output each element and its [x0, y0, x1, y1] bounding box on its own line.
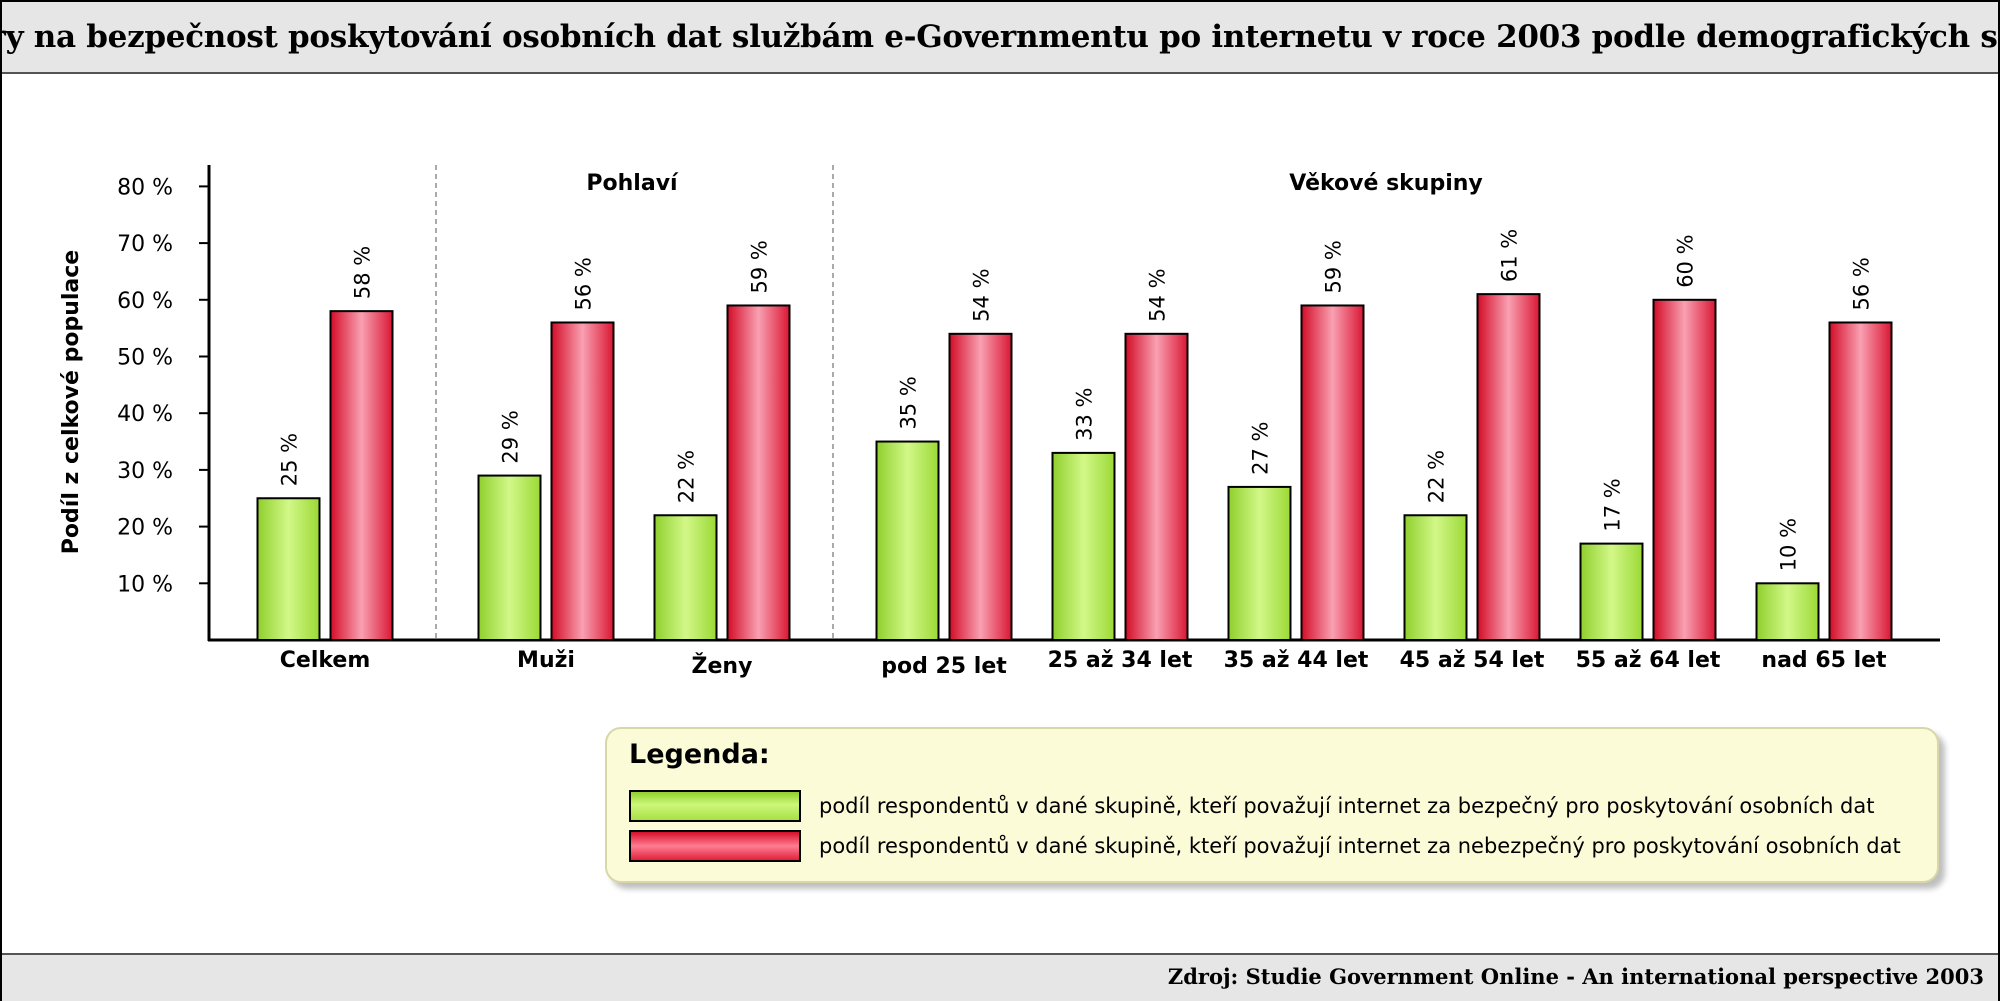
y-tick-label: 10 % — [117, 572, 173, 597]
bar-safe — [653, 514, 718, 642]
bar-safe — [1051, 451, 1116, 642]
data-label: 60 % — [1674, 234, 1698, 287]
y-tick-label: 20 % — [117, 516, 173, 541]
data-label: 33 % — [1073, 388, 1097, 441]
data-label: 59 % — [748, 240, 772, 293]
bar-safe — [477, 474, 542, 641]
legend-swatch-safe — [629, 790, 801, 822]
bar-unsafe — [948, 332, 1013, 641]
data-label: 56 % — [1850, 257, 1874, 310]
y-tick-label: 70 % — [117, 232, 173, 257]
y-axis-title: Podíl z celkové populace — [59, 250, 84, 554]
bar-safe — [1755, 582, 1820, 641]
y-tick-label: 80 % — [117, 175, 173, 200]
legend-item-unsafe: podíl respondentů v dané skupině, kteří … — [629, 829, 1901, 863]
category-label: Celkem — [280, 648, 371, 673]
bar-safe — [256, 497, 321, 641]
bar-unsafe — [1476, 293, 1541, 641]
y-tick-label: 60 % — [117, 289, 173, 314]
data-label: 59 % — [1322, 240, 1346, 293]
group-label: Věkové skupiny — [1289, 171, 1483, 196]
data-label: 10 % — [1777, 518, 1801, 571]
data-label: 54 % — [1146, 268, 1170, 321]
category-label: Muži — [517, 648, 575, 673]
y-tick-label: 50 % — [117, 346, 173, 371]
category-label: pod 25 let — [881, 654, 1007, 679]
legend-title: Legenda: — [629, 739, 770, 770]
bar-unsafe — [1828, 321, 1893, 641]
bar-safe — [1579, 542, 1644, 641]
bar-unsafe — [329, 310, 394, 641]
bar-safe — [1227, 485, 1292, 641]
bar-unsafe — [550, 321, 615, 641]
legend-swatch-unsafe — [629, 830, 801, 862]
footer-bar: Zdroj: Studie Government Online - An int… — [2, 953, 1998, 1001]
data-label: 54 % — [970, 268, 994, 321]
category-label: 25 až 34 let — [1048, 648, 1193, 673]
data-label: 27 % — [1249, 422, 1273, 475]
bar-safe — [1403, 514, 1468, 642]
bar-unsafe — [726, 304, 791, 641]
data-label: 22 % — [675, 450, 699, 503]
data-label: 35 % — [897, 376, 921, 429]
legend-box: Legenda: podíl respondentů v dané skupin… — [605, 727, 1939, 883]
data-label: 61 % — [1498, 229, 1522, 282]
category-label: Ženy — [692, 653, 753, 679]
category-label: 45 až 54 let — [1400, 648, 1545, 673]
bar-safe — [875, 440, 940, 641]
legend-label-safe: podíl respondentů v dané skupině, kteří … — [819, 794, 1875, 818]
legend-item-safe: podíl respondentů v dané skupině, kteří … — [629, 789, 1875, 823]
bar-unsafe — [1652, 298, 1717, 641]
data-label: 25 % — [278, 433, 302, 486]
data-label: 58 % — [351, 246, 375, 299]
category-label: nad 65 let — [1761, 648, 1887, 673]
source-note: Zdroj: Studie Government Online - An int… — [1167, 964, 1984, 989]
bar-unsafe — [1300, 304, 1365, 641]
title-bar: Názory na bezpečnost poskytování osobníc… — [0, 2, 2000, 74]
data-label: 17 % — [1601, 478, 1625, 531]
y-tick-label: 30 % — [117, 459, 173, 484]
data-label: 56 % — [572, 257, 596, 310]
data-label: 29 % — [499, 410, 523, 463]
data-label: 22 % — [1425, 450, 1449, 503]
category-label: 55 až 64 let — [1576, 648, 1721, 673]
legend-label-unsafe: podíl respondentů v dané skupině, kteří … — [819, 834, 1901, 858]
bar-unsafe — [1124, 332, 1189, 641]
y-tick-label: 40 % — [117, 402, 173, 427]
group-label: Pohlaví — [586, 171, 679, 196]
chart-title: Názory na bezpečnost poskytování osobníc… — [0, 19, 2000, 55]
category-label: 35 až 44 let — [1224, 648, 1369, 673]
